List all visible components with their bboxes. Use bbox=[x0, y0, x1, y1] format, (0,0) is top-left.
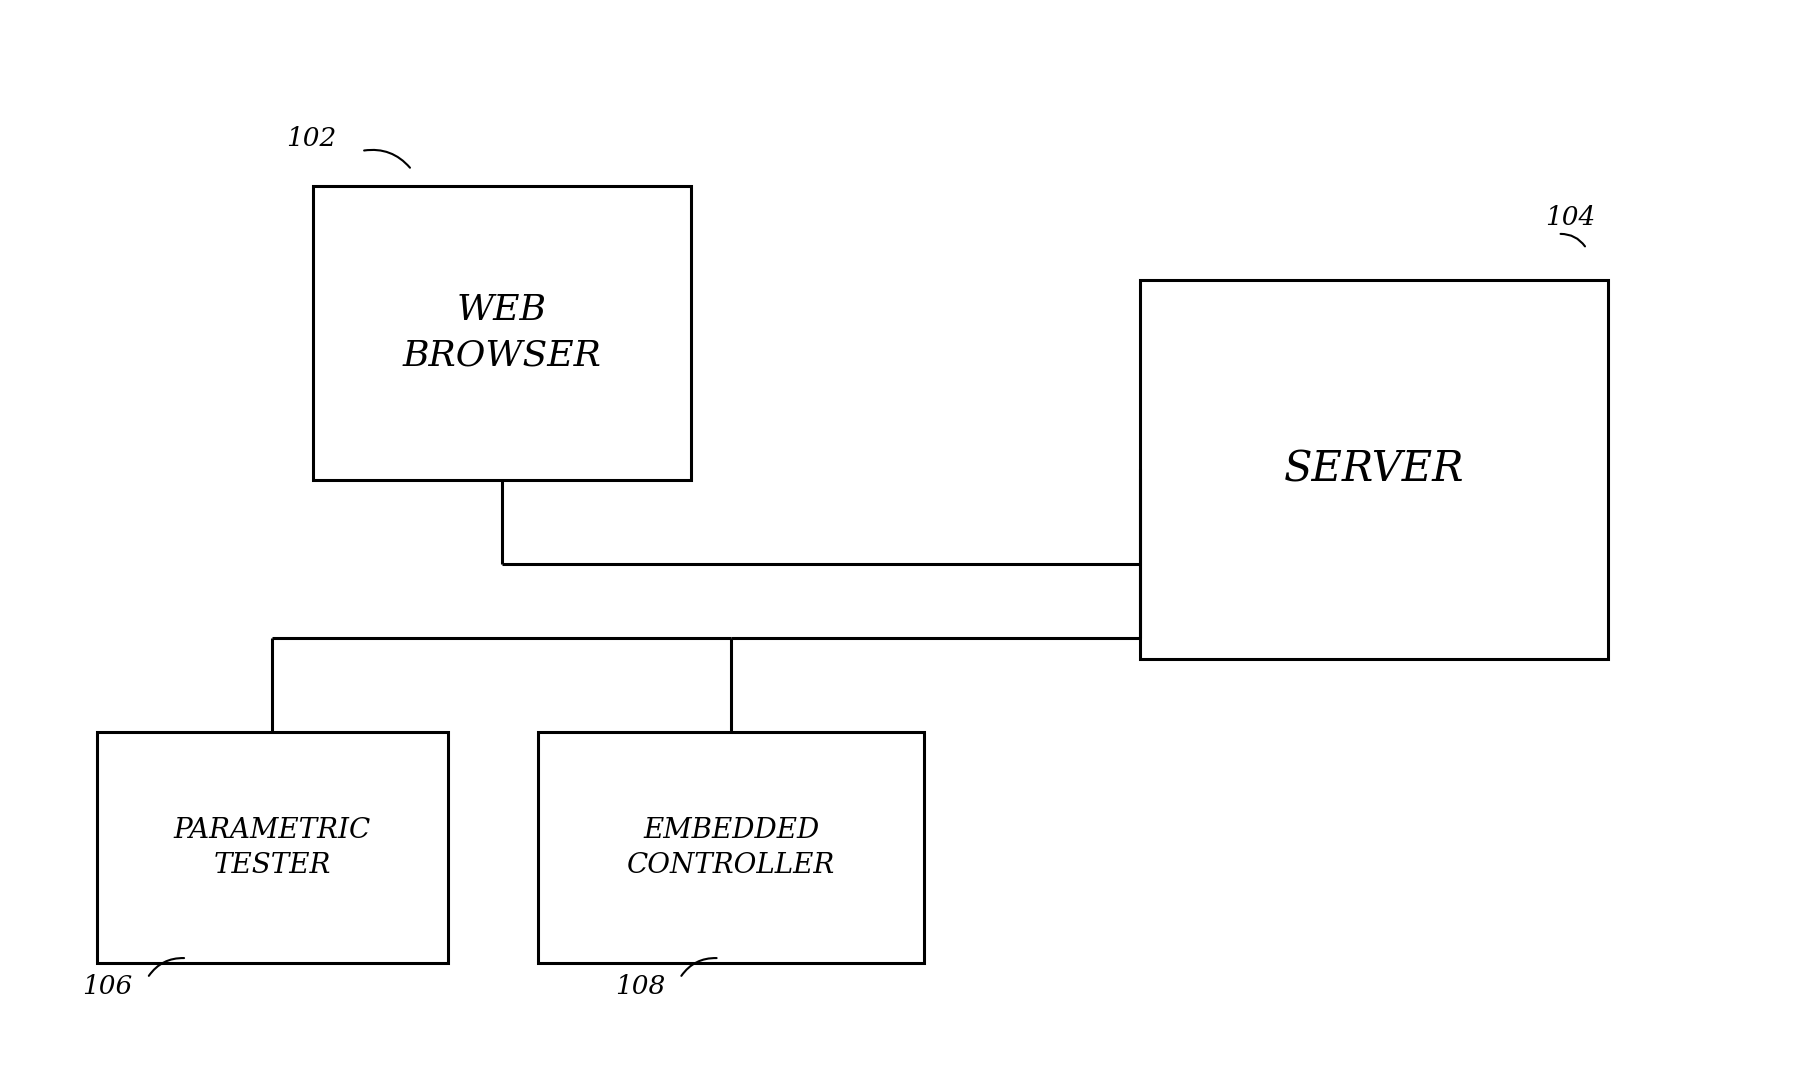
Bar bbox=[96, 733, 448, 964]
Text: WEB
BROWSER: WEB BROWSER bbox=[402, 293, 602, 372]
Text: 106: 106 bbox=[83, 974, 132, 999]
Bar bbox=[314, 185, 691, 480]
Text: PARAMETRIC
TESTER: PARAMETRIC TESTER bbox=[174, 817, 372, 879]
Text: 102: 102 bbox=[286, 126, 335, 151]
Text: EMBEDDED
CONTROLLER: EMBEDDED CONTROLLER bbox=[627, 817, 836, 879]
Text: 104: 104 bbox=[1545, 204, 1595, 230]
Bar bbox=[538, 733, 925, 964]
Text: SERVER: SERVER bbox=[1284, 448, 1465, 491]
Text: 108: 108 bbox=[615, 974, 665, 999]
Bar bbox=[1140, 280, 1608, 658]
